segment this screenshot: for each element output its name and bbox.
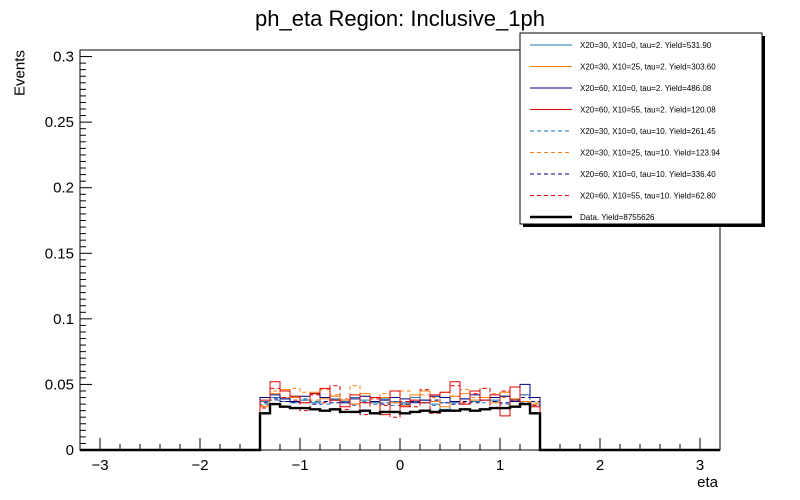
x-tick-label: 0 <box>396 457 404 474</box>
y-tick-label: 0.25 <box>45 114 74 131</box>
legend-entries: X20=30, X10=0, tau=2. Yield=531.90 X20=30… <box>530 41 721 222</box>
legend-box <box>519 32 763 225</box>
x-tick-label: 3 <box>696 457 704 474</box>
y-tick-label: 0.3 <box>53 49 74 66</box>
series-3-line <box>80 381 720 451</box>
x-tick-label: −1 <box>291 457 308 474</box>
legend-label-2: X20=60, X10=0, tau=2. Yield=486.08 <box>580 84 712 93</box>
legend-label-8: Data. Yield=8755626 <box>580 213 655 222</box>
x-axis-label: eta <box>697 474 719 491</box>
series-layer <box>80 381 720 452</box>
axis-ticks: −3 −2 −1 0 1 2 3 0 0.05 0.1 0.15 0.2 0.25 0.3 <box>45 49 721 474</box>
x-tick-label: 2 <box>596 457 604 474</box>
series-8-line <box>80 402 720 452</box>
y-tick-label: 0.2 <box>53 180 74 197</box>
legend-label-6: X20=60, X10=0, tau=10. Yield=336.40 <box>580 170 716 179</box>
y-tick-label: 0.1 <box>53 311 74 328</box>
legend-label-0: X20=30, X10=0, tau=2. Yield=531.90 <box>580 41 712 50</box>
legend: X20=30, X10=0, tau=2. Yield=531.90 X20=30… <box>519 32 765 227</box>
y-tick-label: 0.05 <box>45 376 74 393</box>
x-tick-label: −3 <box>91 457 108 474</box>
x-tick-label: −2 <box>191 457 208 474</box>
legend-label-1: X20=30, X10=25, tau=2. Yield=303.60 <box>580 63 716 72</box>
y-tick-label: 0.15 <box>45 245 74 262</box>
legend-label-4: X20=30, X10=0, tau=10. Yield=261.45 <box>580 127 716 136</box>
legend-label-3: X20=60, X10=55, tau=2. Yield=120.08 <box>580 106 716 115</box>
y-axis-label: Events <box>11 50 28 96</box>
chart-title: ph_eta Region: Inclusive_1ph <box>255 6 545 31</box>
y-tick-label: 0 <box>66 442 74 459</box>
legend-label-5: X20=30, X10=25, tau=10. Yield=123.94 <box>580 149 721 158</box>
x-tick-label: 1 <box>496 457 504 474</box>
legend-label-7: X20=60, X10=55, tau=10. Yield=62.80 <box>580 192 716 201</box>
